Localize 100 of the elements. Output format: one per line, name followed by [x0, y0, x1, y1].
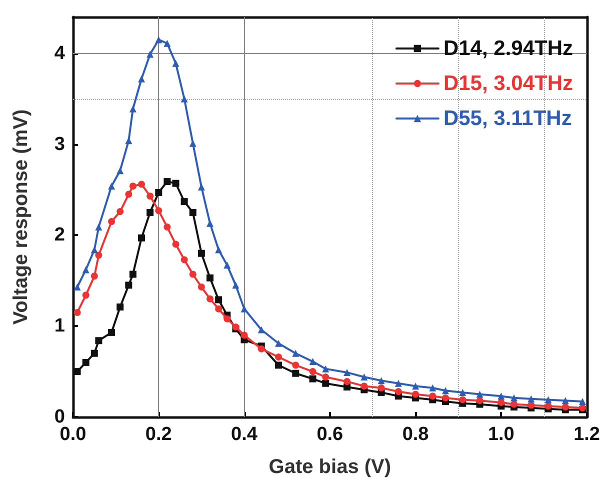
point	[129, 182, 136, 190]
point	[164, 224, 171, 230]
point	[189, 208, 196, 216]
point	[198, 184, 205, 190]
point	[510, 400, 518, 408]
point	[180, 95, 188, 102]
legend-label: D15, 3.04THz	[443, 72, 574, 95]
point	[224, 262, 231, 269]
point	[172, 240, 180, 248]
point	[215, 246, 222, 254]
point	[82, 266, 90, 274]
point	[394, 388, 402, 396]
point	[322, 374, 330, 380]
point	[562, 404, 569, 410]
point	[129, 270, 136, 278]
point	[476, 397, 484, 404]
point	[309, 375, 316, 382]
point	[172, 60, 180, 67]
point	[146, 50, 154, 58]
x-tick-label: 0.6	[316, 424, 344, 445]
point	[459, 396, 466, 404]
point	[180, 256, 188, 264]
point	[108, 182, 116, 190]
point	[95, 224, 102, 230]
point	[344, 368, 351, 376]
y-tick-label: 4	[54, 42, 66, 64]
point	[95, 337, 102, 344]
point	[476, 390, 484, 398]
point	[344, 378, 351, 386]
x-tick-label: 0.2	[145, 424, 172, 445]
point	[206, 295, 214, 302]
y-tick-label: 3	[54, 134, 65, 155]
point	[74, 284, 81, 290]
point	[146, 192, 154, 200]
point	[429, 384, 436, 392]
point	[275, 354, 282, 360]
legend-label: D14, 2.94THz	[443, 37, 574, 60]
y-tick-label: 2	[54, 224, 65, 246]
point	[108, 328, 116, 336]
point	[180, 198, 188, 206]
x-tick-label: 1.0	[488, 424, 514, 445]
point	[442, 387, 449, 394]
point	[322, 365, 330, 372]
point	[224, 315, 231, 322]
point	[172, 180, 180, 187]
point	[74, 308, 81, 316]
point	[155, 207, 162, 214]
point	[258, 345, 265, 352]
point	[275, 362, 282, 369]
point	[206, 274, 214, 282]
point	[74, 368, 81, 376]
point	[360, 382, 368, 390]
point	[206, 220, 214, 227]
point	[528, 395, 535, 402]
point	[90, 350, 98, 357]
point	[215, 305, 222, 312]
legend-label: D55, 3.11THz	[443, 107, 572, 130]
x-tick-label: 1.2	[574, 424, 600, 445]
point	[562, 397, 569, 404]
point	[155, 188, 162, 196]
point	[90, 272, 98, 280]
point	[155, 36, 162, 44]
point	[129, 105, 136, 112]
point	[498, 398, 505, 406]
point	[164, 40, 171, 47]
point	[240, 305, 248, 312]
point	[138, 75, 146, 82]
point	[309, 368, 316, 376]
point	[378, 377, 385, 384]
point	[459, 388, 466, 396]
point	[394, 380, 402, 387]
point	[360, 374, 368, 380]
point	[189, 140, 196, 147]
point	[82, 292, 90, 299]
point	[240, 332, 248, 339]
point	[528, 402, 535, 409]
point	[82, 358, 90, 366]
point	[510, 394, 518, 402]
point	[198, 284, 205, 290]
point	[138, 234, 146, 242]
point	[429, 392, 436, 400]
point	[138, 180, 146, 188]
point	[95, 252, 102, 259]
x-tick-label: 0.4	[231, 424, 258, 445]
y-tick-label: 1	[54, 316, 66, 337]
point	[116, 167, 124, 174]
point	[412, 382, 420, 390]
x-axis-title: Gate bias (V)	[268, 456, 392, 478]
point	[90, 246, 98, 254]
point	[544, 402, 552, 410]
point	[108, 218, 116, 226]
point	[579, 398, 586, 406]
point	[189, 270, 196, 278]
point	[258, 326, 265, 334]
point	[292, 370, 300, 377]
point	[146, 208, 154, 216]
point	[292, 350, 300, 357]
point	[116, 304, 124, 310]
point	[116, 208, 124, 216]
point	[125, 282, 132, 289]
